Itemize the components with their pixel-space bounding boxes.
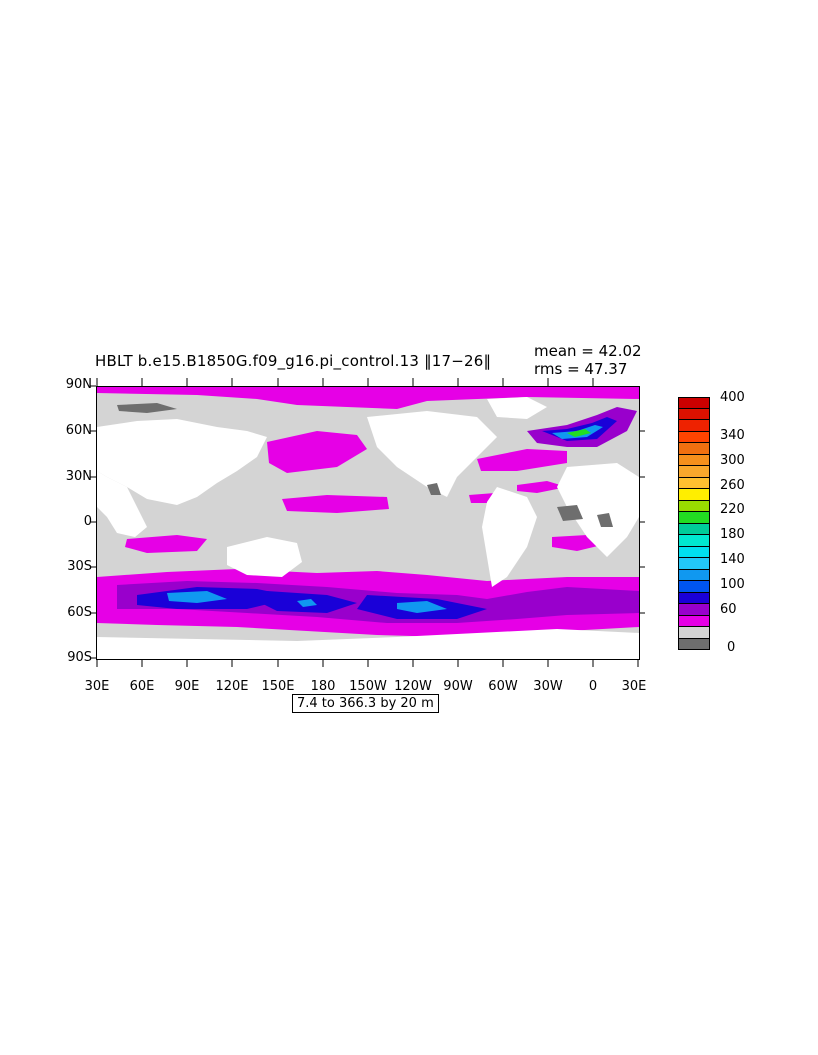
lon-label-90w: 90W [443,679,473,694]
lat-label-60s: 60S [67,605,92,620]
lat-label-90s: 90S [67,650,92,665]
lat-label-30s: 30S [67,559,92,574]
colorbar-label-60: 60 [720,602,737,617]
colorbar-swatch-3 [678,431,710,443]
arctic-band [97,387,639,409]
colorbar-label-100: 100 [720,577,745,592]
colorbar-swatch-19 [678,615,710,627]
africa-europe-continent [557,463,639,557]
lon-label-30e: 30E [84,679,110,694]
lat-label-0: 0 [83,514,92,529]
colorbar-swatch-11 [678,523,710,535]
shelf-1 [117,403,177,413]
colorbar-label-180: 180 [720,527,745,542]
colorbar-swatch-14 [678,558,710,570]
colorbar-label-220: 220 [720,502,745,517]
contour-range-label: 7.4 to 366.3 by 20 m [292,694,439,713]
colorbar-label-0: 0 [727,640,736,655]
australia-continent [227,537,302,577]
shelf-4 [597,513,613,527]
rms-stat: rms = 47.37 [534,360,628,378]
plot-title: HBLT b.e15.B1850G.f09_g16.pi_control.13 … [95,352,492,370]
indian-ocean-blob [125,535,207,553]
atlantic-small-blob [517,481,567,493]
north-atlantic-blob [477,449,567,471]
lon-label-30e-east: 30E [621,679,647,694]
world-map [96,386,640,660]
lon-label-150w: 150W [349,679,387,694]
lon-label-150e: 150E [261,679,295,694]
colorbar-label-400: 400 [720,390,745,405]
lon-label-60w: 60W [488,679,518,694]
colorbar-swatch-18 [678,604,710,616]
southern-cyan-2 [397,601,447,613]
colorbar-swatch-21 [678,638,710,650]
colorbar-swatch-0 [678,397,710,409]
colorbar-label-300: 300 [720,453,745,468]
colorbar-swatch-5 [678,454,710,466]
lon-label-30w: 30W [533,679,563,694]
colorbar-swatch-13 [678,546,710,558]
colorbar-label-340: 340 [720,428,745,443]
southern-cyan-1 [167,591,227,603]
lon-label-120e: 120E [215,679,249,694]
lat-label-30n: 30N [65,469,92,484]
lon-label-180: 180 [310,679,336,694]
colorbar-swatch-17 [678,592,710,604]
colorbar-swatch-4 [678,443,710,455]
india-arabia-continent [97,471,147,537]
colorbar-label-260: 260 [720,478,745,493]
lon-label-120w: 120W [394,679,432,694]
north-america-continent [367,411,497,497]
south-america-continent [482,487,537,587]
antarctica-continent [97,629,639,659]
colorbar-swatch-8 [678,489,710,501]
colorbar-label-140: 140 [720,552,745,567]
greenland-continent [487,397,547,419]
colorbar-swatch-1 [678,408,710,420]
colorbar-swatch-16 [678,581,710,593]
mean-stat: mean = 42.02 [534,342,642,360]
tropical-pacific-blob [282,495,389,513]
lon-label-60e: 60E [129,679,155,694]
colorbar-swatch-9 [678,500,710,512]
lon-label-0: 0 [588,679,598,694]
colorbar-swatch-10 [678,512,710,524]
lat-label-60n: 60N [65,423,92,438]
north-pacific-blob [267,431,367,473]
shelf-2 [427,483,441,495]
colorbar-swatch-7 [678,477,710,489]
colorbar-swatch-2 [678,420,710,432]
nordic-green [567,429,591,437]
colorbar-swatch-6 [678,466,710,478]
colorbar-swatch-12 [678,535,710,547]
colorbar-swatch-15 [678,569,710,581]
colorbar [678,397,710,650]
map-field [97,387,639,659]
lon-label-90e: 90E [174,679,200,694]
asia-continent [97,419,267,505]
lat-label-90n: 90N [65,377,92,392]
colorbar-swatch-20 [678,627,710,639]
southern-cyan-3 [297,599,317,607]
shelf-3 [557,505,583,521]
